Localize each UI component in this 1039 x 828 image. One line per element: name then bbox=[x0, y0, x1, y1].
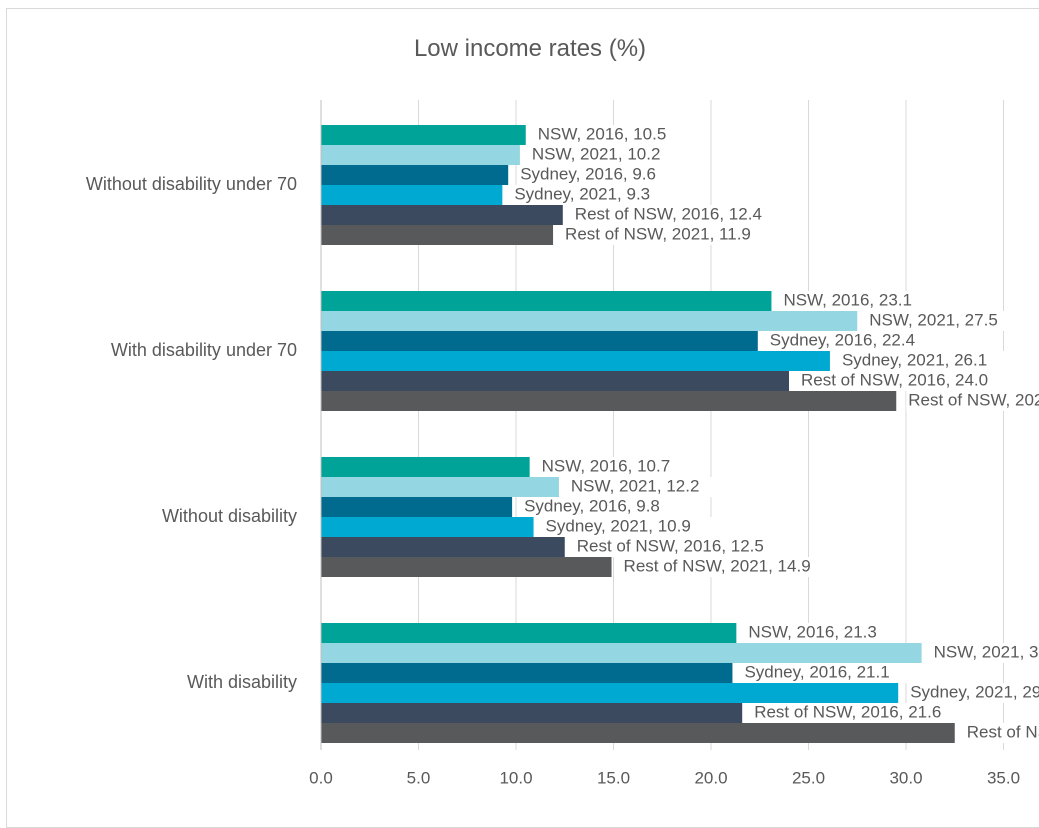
x-tick-label: 15.0 bbox=[597, 768, 630, 787]
data-label: NSW, 2021, 12.2 bbox=[571, 476, 700, 495]
data-label: Rest of NSW, 2016, 21.6 bbox=[754, 702, 941, 721]
bar bbox=[321, 517, 534, 537]
bar bbox=[321, 225, 554, 245]
data-label: Sydney, 2021, 29.6 bbox=[910, 682, 1039, 701]
data-label-background bbox=[906, 391, 1039, 411]
bar bbox=[321, 291, 772, 311]
data-label-background bbox=[563, 225, 788, 245]
data-label-background bbox=[568, 477, 717, 497]
bar bbox=[321, 497, 513, 517]
category-label: With disability bbox=[187, 672, 297, 692]
data-label-background bbox=[742, 663, 920, 683]
bar bbox=[321, 683, 899, 703]
data-label: Rest of NSW, 2016, 12.5 bbox=[577, 536, 764, 555]
bar bbox=[321, 703, 743, 723]
x-tick-label: 30.0 bbox=[889, 768, 922, 787]
bar bbox=[321, 185, 503, 205]
bar bbox=[321, 457, 530, 477]
data-label: Rest of NSW, 2021, 32.5 bbox=[967, 722, 1039, 741]
data-label-background bbox=[529, 145, 678, 165]
data-label-background bbox=[867, 311, 1016, 331]
bar bbox=[321, 557, 612, 577]
x-tick-label: 0.0 bbox=[309, 768, 333, 787]
category-label: Without disability bbox=[162, 506, 297, 526]
data-label-background bbox=[518, 165, 686, 185]
data-label-background bbox=[543, 517, 721, 537]
data-label: Rest of NSW, 2021, 29.5 bbox=[908, 390, 1039, 409]
bar bbox=[321, 165, 509, 185]
data-label-background bbox=[964, 723, 1039, 743]
data-label: NSW, 2021, 27.5 bbox=[869, 310, 998, 329]
data-label: Rest of NSW, 2021, 14.9 bbox=[624, 556, 811, 575]
x-tick-label: 35.0 bbox=[987, 768, 1020, 787]
bar bbox=[321, 311, 858, 331]
bar bbox=[321, 125, 526, 145]
chart-title: Low income rates (%) bbox=[413, 35, 647, 62]
data-label-background bbox=[781, 291, 930, 311]
data-label: Sydney, 2021, 9.3 bbox=[514, 184, 650, 203]
data-label: NSW, 2016, 21.3 bbox=[748, 622, 877, 641]
data-label-background bbox=[931, 643, 1039, 663]
bar bbox=[321, 145, 520, 165]
bar bbox=[321, 391, 897, 411]
data-label-background bbox=[752, 703, 977, 723]
x-tick-label: 20.0 bbox=[694, 768, 727, 787]
bar bbox=[321, 205, 563, 225]
data-label-background bbox=[512, 185, 680, 205]
data-label-background bbox=[522, 497, 690, 517]
bar bbox=[321, 623, 737, 643]
data-label-background bbox=[572, 205, 798, 225]
bar bbox=[321, 477, 559, 497]
data-label: NSW, 2016, 23.1 bbox=[783, 290, 912, 309]
x-tick-label: 5.0 bbox=[407, 768, 431, 787]
data-label-background bbox=[621, 557, 847, 577]
bar bbox=[321, 371, 789, 391]
bar bbox=[321, 331, 758, 351]
data-label: Sydney, 2021, 26.1 bbox=[842, 350, 987, 369]
data-label-background bbox=[767, 331, 945, 351]
data-label: Rest of NSW, 2021, 11.9 bbox=[565, 224, 751, 243]
data-label-background bbox=[746, 623, 895, 643]
data-label-background bbox=[908, 683, 1039, 703]
bar bbox=[321, 663, 733, 683]
data-label: Rest of NSW, 2016, 12.4 bbox=[575, 204, 762, 223]
bar bbox=[321, 537, 565, 557]
bar bbox=[321, 643, 922, 663]
data-label: NSW, 2016, 10.7 bbox=[542, 456, 671, 475]
category-label: Without disability under 70 bbox=[86, 174, 297, 194]
data-label-background bbox=[539, 457, 688, 477]
data-label: Sydney, 2021, 10.9 bbox=[546, 516, 691, 535]
data-label-background bbox=[574, 537, 800, 557]
category-label: With disability under 70 bbox=[111, 340, 297, 360]
x-tick-label: 10.0 bbox=[499, 768, 532, 787]
data-label: Sydney, 2016, 9.8 bbox=[524, 496, 660, 515]
data-label: Sydney, 2016, 9.6 bbox=[520, 164, 656, 183]
data-label: Sydney, 2016, 21.1 bbox=[744, 662, 889, 681]
data-label-background bbox=[799, 371, 1024, 391]
data-label: Rest of NSW, 2016, 24.0 bbox=[801, 370, 988, 389]
bar bbox=[321, 351, 830, 371]
data-label-background bbox=[839, 351, 1017, 371]
x-tick-label: 25.0 bbox=[792, 768, 825, 787]
data-label: Sydney, 2016, 22.4 bbox=[770, 330, 915, 349]
data-label-background bbox=[535, 125, 684, 145]
data-label: NSW, 2016, 10.5 bbox=[538, 124, 667, 143]
bar bbox=[321, 723, 955, 743]
data-label: NSW, 2021, 30.8 bbox=[934, 642, 1039, 661]
data-label: NSW, 2021, 10.2 bbox=[532, 144, 661, 163]
